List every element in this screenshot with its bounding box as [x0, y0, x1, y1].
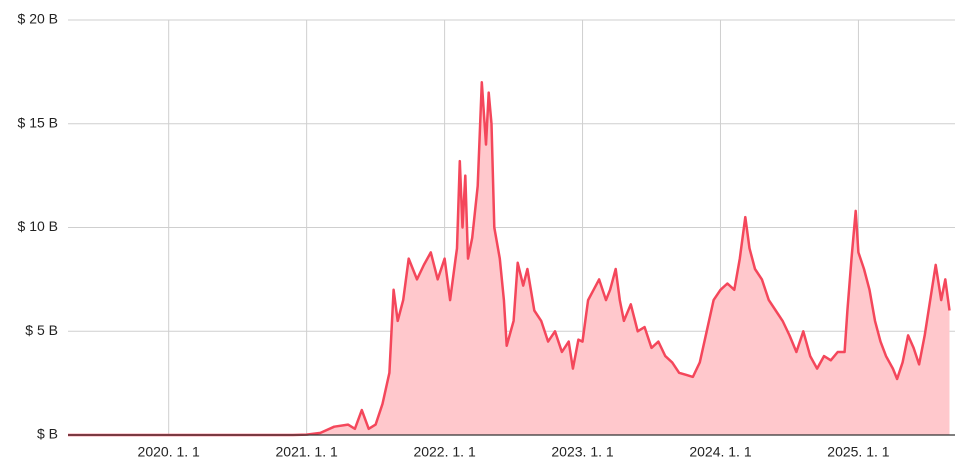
x-tick-label: 2020. 1. 1	[138, 444, 200, 460]
area-fill	[68, 82, 950, 436]
y-tick-label: $ 10 B	[18, 218, 58, 234]
y-tick-label: $ 15 B	[18, 114, 58, 130]
x-tick-label: 2024. 1. 1	[689, 444, 751, 460]
y-tick-label: $ B	[37, 426, 58, 442]
y-tick-label: $ 20 B	[18, 11, 58, 27]
x-tick-label: 2021. 1. 1	[276, 444, 338, 460]
y-tick-label: $ 5 B	[25, 322, 58, 338]
x-tick-label: 2022. 1. 1	[413, 444, 475, 460]
x-tick-label: 2023. 1. 1	[551, 444, 613, 460]
x-tick-label: 2025. 1. 1	[827, 444, 889, 460]
line	[68, 81, 951, 437]
